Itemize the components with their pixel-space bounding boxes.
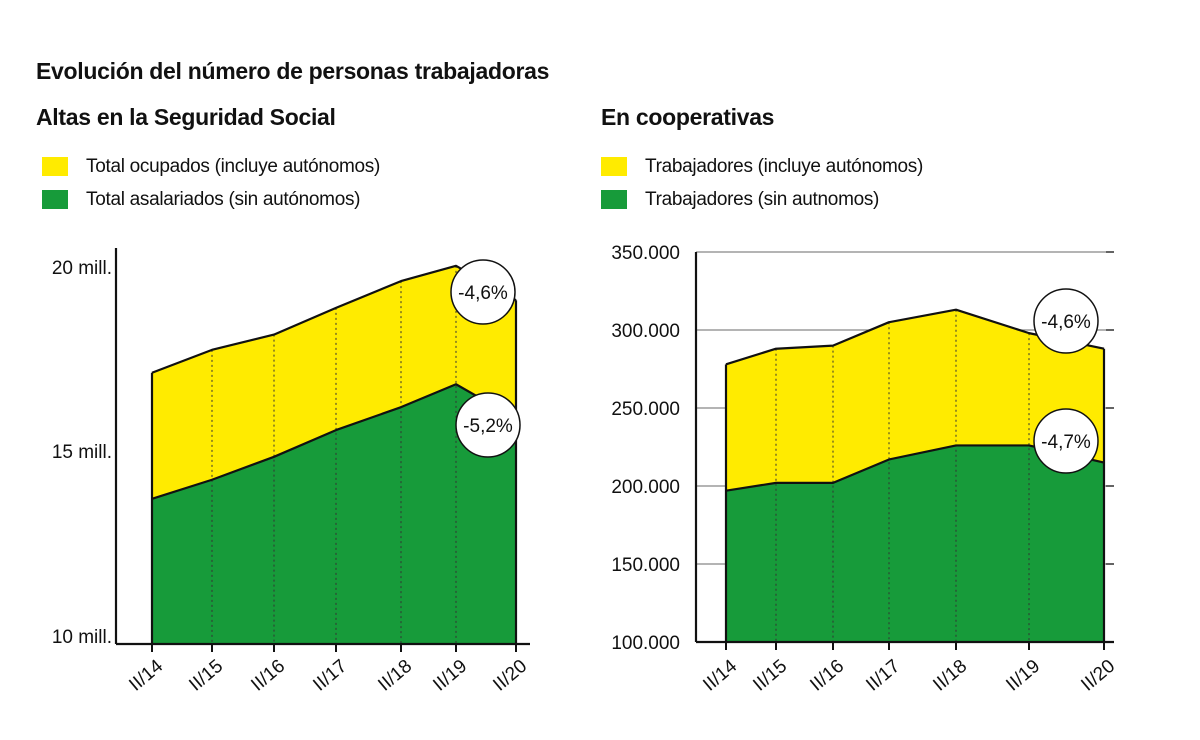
x-tick-label: II/20 (1077, 656, 1119, 696)
y-tick-label: 200.000 (611, 477, 680, 498)
annotation-label: -4,7% (1041, 432, 1091, 453)
legend-cooperativas: Trabajadores (incluye autónomos) Trabaja… (601, 150, 923, 216)
y-tick-label: 350.000 (611, 243, 680, 264)
x-tick-label: II/16 (806, 656, 848, 696)
series-line-1-top (725, 308, 1105, 366)
annotation-label: -4,6% (1041, 312, 1091, 333)
annotation-bubble (1033, 408, 1099, 474)
series-line-0-top (151, 264, 517, 374)
y-tick-label: 300.000 (611, 321, 680, 342)
series-line-0-bottom (151, 383, 517, 500)
annotation-bubble (1033, 288, 1099, 354)
series-area-1-green (726, 445, 1104, 642)
chart-title-seguridad-social: Altas en la Seguridad Social (36, 104, 336, 130)
chart-seguridad-social: 10 mill.15 mill.20 mill.II/14 II/15 II/16 I… (52, 248, 531, 696)
series-line-1-bottom (725, 444, 1105, 492)
y-tick-label: 20 mill. (52, 258, 112, 279)
page-title: Evolución del número de personas trabaja… (36, 58, 550, 84)
legend-item-total-ocupados: Total ocupados (incluye autónomos) (42, 150, 380, 183)
x-tick-label: II/14 (699, 655, 741, 695)
legend-item-trabajadores-incluye: Trabajadores (incluye autónomos) (601, 150, 923, 183)
legend-item-trabajadores-sin: Trabajadores (sin autnomos) (601, 183, 923, 216)
legend-swatch-yellow (601, 157, 627, 176)
y-tick-label: 150.000 (611, 555, 680, 576)
legend-label: Trabajadores (sin autnomos) (645, 188, 880, 210)
y-tick-label: 250.000 (611, 399, 680, 420)
y-tick-label: 100.000 (611, 633, 680, 654)
annotation-label: -4,6% (458, 283, 508, 304)
chart-title-cooperativas: En cooperativas (601, 104, 775, 130)
legend-label: Total ocupados (incluye autónomos) (86, 155, 380, 177)
series-area-0-yellow (152, 265, 516, 499)
legend-swatch-green (601, 190, 627, 209)
x-tick-label: II/18 (929, 656, 971, 696)
legend-swatch-yellow (42, 157, 68, 176)
x-tick-label: II/15 (749, 656, 791, 696)
legend-swatch-green (42, 190, 68, 209)
annotation-label: -5,2% (463, 416, 513, 437)
legend-label: Trabajadores (incluye autónomos) (645, 155, 924, 177)
annotation-bubble (450, 259, 516, 325)
y-tick-label: 15 mill. (52, 442, 112, 463)
series-area-0-green (152, 384, 516, 644)
legend-item-total-asalariados: Total asalariados (sin autónomos) (42, 183, 380, 216)
x-tick-label: II/17 (862, 656, 904, 696)
annotation-bubble (455, 392, 521, 458)
x-tick-label: II/19 (1002, 656, 1044, 696)
legend-label: Total asalariados (sin autónomos) (86, 188, 361, 210)
legend-seguridad-social: Total ocupados (incluye autónomos) Total… (42, 150, 380, 216)
y-tick-label: 10 mill. (52, 627, 112, 648)
